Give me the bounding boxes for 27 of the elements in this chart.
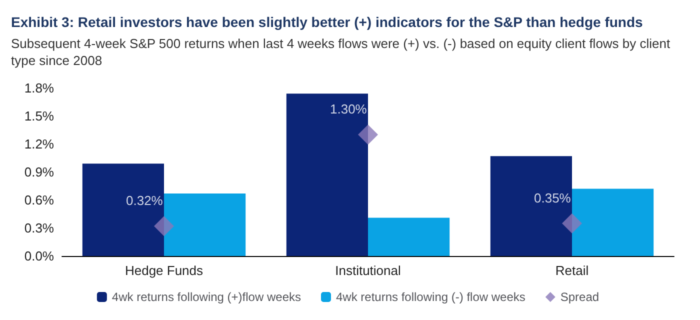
x-tick-label: Hedge Funds (124, 263, 204, 278)
bar (490, 156, 572, 256)
point (154, 216, 174, 236)
legend-label: 4wk returns following (-) flow weeks (336, 290, 526, 304)
y-tick-label: 0.9% (24, 164, 54, 180)
chart-title: Exhibit 3: Retail investors have been slightly better (+) indicators for the S&P than hedge funds (11, 14, 644, 30)
y-tick-label: 1.8% (24, 80, 54, 96)
data-label: 0.32% (126, 193, 164, 208)
x-tick-label: Retail (555, 263, 589, 278)
legend-label: Spread (560, 290, 600, 304)
bar (164, 193, 246, 256)
y-tick-label: 1.5% (24, 108, 54, 124)
bar (368, 218, 450, 256)
bar (286, 94, 368, 256)
x-tick-label: Institutional (335, 263, 401, 278)
y-tick-label: 1.2% (24, 136, 54, 152)
data-label: 0.35% (534, 190, 572, 206)
bar (572, 188, 654, 256)
point (358, 124, 378, 145)
chart-subtitle: Subsequent 4-week S&P 500 returns when last 4 weeks flows were (+) vs. (-) based on equity client flows by client type since 2008 (11, 36, 674, 68)
data-label: 1.30% (330, 102, 368, 117)
y-tick-label: 0.3% (24, 220, 54, 236)
bar (82, 164, 164, 256)
y-tick-label: 0.6% (24, 192, 54, 208)
y-tick-label: 0.0% (24, 248, 54, 264)
legend-label: 4wk returns following (+)flow weeks (112, 290, 301, 304)
point (562, 213, 582, 234)
